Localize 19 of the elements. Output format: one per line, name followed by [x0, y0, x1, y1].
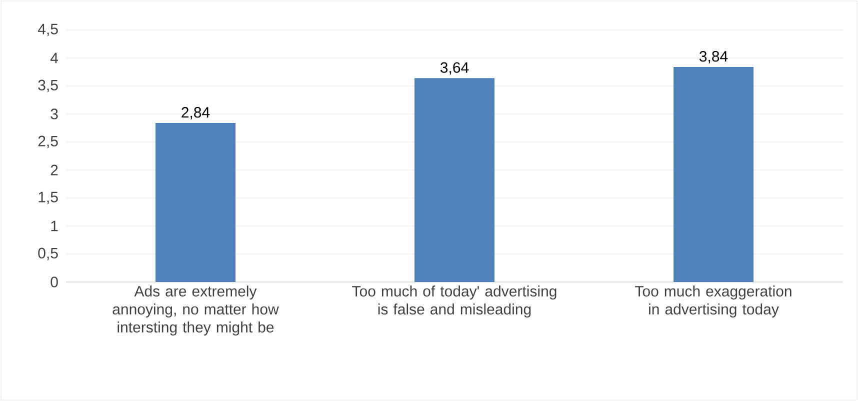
- x-tick-label: Too much of today' advertising is false and misleading: [352, 286, 556, 318]
- y-tick-label: 0: [50, 276, 58, 288]
- bar: [674, 66, 754, 282]
- y-tick-label: 2,5: [38, 136, 58, 148]
- data-label: 3,84: [699, 51, 728, 64]
- y-tick-label: 3,5: [38, 80, 58, 92]
- bar: [414, 78, 495, 282]
- y-tick-label: 4: [50, 52, 58, 64]
- y-tick-label: 1,5: [38, 192, 58, 204]
- y-tick-label: 3: [50, 108, 58, 120]
- y-tick-label: 1: [51, 220, 58, 232]
- data-label: 2,84: [182, 107, 210, 120]
- data-label: 3,64: [440, 62, 469, 75]
- x-tick-label: Too much exaggeration in advertising today: [635, 286, 792, 318]
- y-tick-label: 0,5: [38, 248, 58, 260]
- y-tick-label: 2: [50, 164, 58, 176]
- x-tick-label: Ads are extremely annoying, no matter how intersting they might be: [112, 286, 279, 336]
- y-tick-label: 4,5: [38, 24, 58, 36]
- bar: [156, 122, 236, 282]
